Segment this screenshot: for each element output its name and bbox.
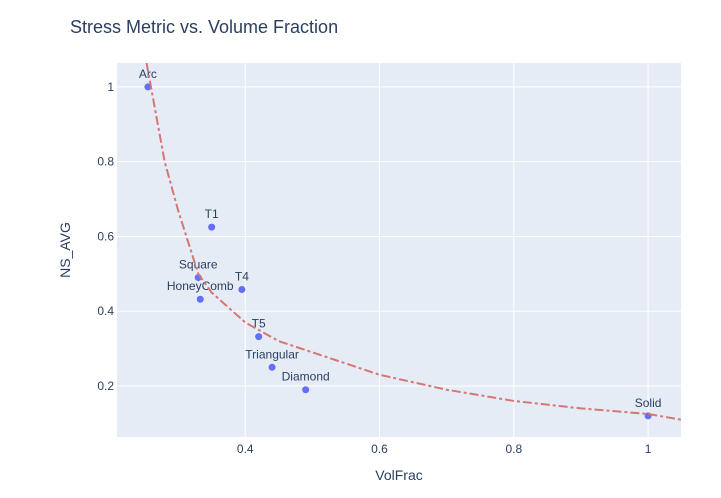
point-label: T1 [205, 207, 219, 221]
x-axis-title: VolFrac [375, 467, 422, 483]
point-label: T4 [235, 270, 249, 284]
point [268, 363, 276, 371]
point [255, 333, 263, 341]
y-tick-label: 0.4 [97, 304, 114, 318]
x-tick-label: 0.8 [505, 442, 522, 456]
point-label: Arc [139, 67, 157, 81]
y-tick-label: 0.2 [97, 379, 114, 393]
point-label: HoneyComb [167, 279, 234, 293]
x-tick-label: 0.6 [371, 442, 388, 456]
chart-title: Stress Metric vs. Volume Fraction [70, 17, 338, 37]
point-label: Square [179, 258, 218, 272]
point-label: T5 [252, 317, 266, 331]
point [302, 386, 310, 394]
point-label: Solid [635, 396, 662, 410]
x-tick-label: 1 [645, 442, 652, 456]
point-label: Diamond [282, 370, 330, 384]
x-tick-label: 0.4 [237, 442, 254, 456]
y-axis-title: NS_AVG [57, 222, 73, 278]
y-tick-label: 0.8 [97, 155, 114, 169]
point [208, 223, 216, 231]
point [196, 295, 204, 303]
point [238, 286, 246, 294]
y-tick-label: 0.6 [97, 229, 114, 243]
point-label: Triangular [245, 347, 299, 361]
plot-background [117, 63, 681, 437]
y-tick-label: 1 [107, 80, 114, 94]
